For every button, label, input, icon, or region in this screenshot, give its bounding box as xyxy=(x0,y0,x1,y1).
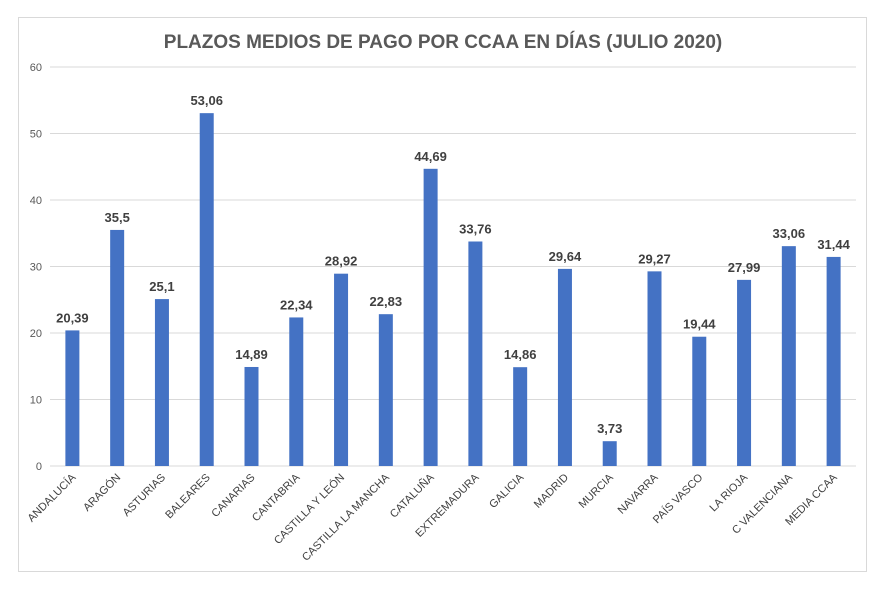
data-labels: 20,39 35,5 25,1 53,06 14,89 22,34 28,92 22,83 44… xyxy=(56,93,851,436)
bar xyxy=(647,271,662,466)
bar xyxy=(154,299,169,466)
y-tick-label: 20 xyxy=(30,328,42,340)
data-label: 27,99 xyxy=(728,260,761,275)
gridlines xyxy=(50,66,856,467)
data-label: 22,83 xyxy=(370,294,403,309)
bar xyxy=(423,168,438,466)
bar xyxy=(289,317,304,466)
bar xyxy=(602,441,617,466)
y-tick-label: 30 xyxy=(30,262,42,274)
x-tick-label: ASTURIAS xyxy=(121,472,168,519)
data-label: 20,39 xyxy=(56,310,89,325)
x-tick-label: CANARIAS xyxy=(209,472,257,520)
bar xyxy=(244,366,259,466)
y-axis-ticks: 0 10 20 30 40 50 60 xyxy=(30,62,42,473)
data-label: 35,5 xyxy=(105,210,130,225)
y-tick-label: 40 xyxy=(30,195,42,207)
chart-frame xyxy=(18,17,867,572)
data-label: 29,64 xyxy=(549,249,582,264)
bar xyxy=(334,273,349,466)
bar xyxy=(692,336,707,466)
bars xyxy=(65,113,841,466)
bar xyxy=(65,330,80,466)
data-label: 33,76 xyxy=(459,221,492,236)
x-tick-label: MADRID xyxy=(532,472,571,511)
x-tick-label: MURCIA xyxy=(577,471,617,511)
data-label: 29,27 xyxy=(638,251,671,266)
bar xyxy=(781,246,796,466)
bar xyxy=(468,241,483,466)
chart-title: PLAZOS MEDIOS DE PAGO POR CCAA EN DÍAS (… xyxy=(164,31,722,53)
x-tick-label: NAVARRA xyxy=(616,471,661,516)
bar xyxy=(513,367,528,466)
y-tick-label: 50 xyxy=(30,129,42,141)
y-tick-label: 60 xyxy=(30,62,42,74)
data-label: 31,44 xyxy=(817,237,850,252)
x-tick-label: ARAGÓN xyxy=(80,471,123,514)
data-label: 22,34 xyxy=(280,297,313,312)
bar xyxy=(110,229,125,466)
y-tick-label: 10 xyxy=(30,395,42,407)
x-tick-label: GALICIA xyxy=(487,471,527,511)
data-label: 44,69 xyxy=(414,149,447,164)
bar xyxy=(199,113,214,466)
data-label: 33,06 xyxy=(773,226,806,241)
data-label: 14,89 xyxy=(235,347,268,362)
bar xyxy=(826,256,841,466)
x-tick-label: BALEARES xyxy=(163,472,213,522)
bar xyxy=(737,279,752,466)
x-tick-label: CASTILLA LA MANCHA xyxy=(300,471,392,563)
data-label: 53,06 xyxy=(190,93,223,108)
y-tick-label: 0 xyxy=(36,461,42,473)
x-tick-label: LA RIOJA xyxy=(708,471,751,514)
bar xyxy=(557,268,572,466)
data-label: 19,44 xyxy=(683,317,716,332)
data-label: 25,1 xyxy=(149,279,174,294)
bar xyxy=(378,314,393,466)
data-label: 28,92 xyxy=(325,254,358,269)
data-label: 14,86 xyxy=(504,347,537,362)
x-tick-label: CATALUÑA xyxy=(387,470,437,520)
data-label: 3,73 xyxy=(597,421,622,436)
x-tick-label: ANDALUCÍA xyxy=(25,470,79,524)
